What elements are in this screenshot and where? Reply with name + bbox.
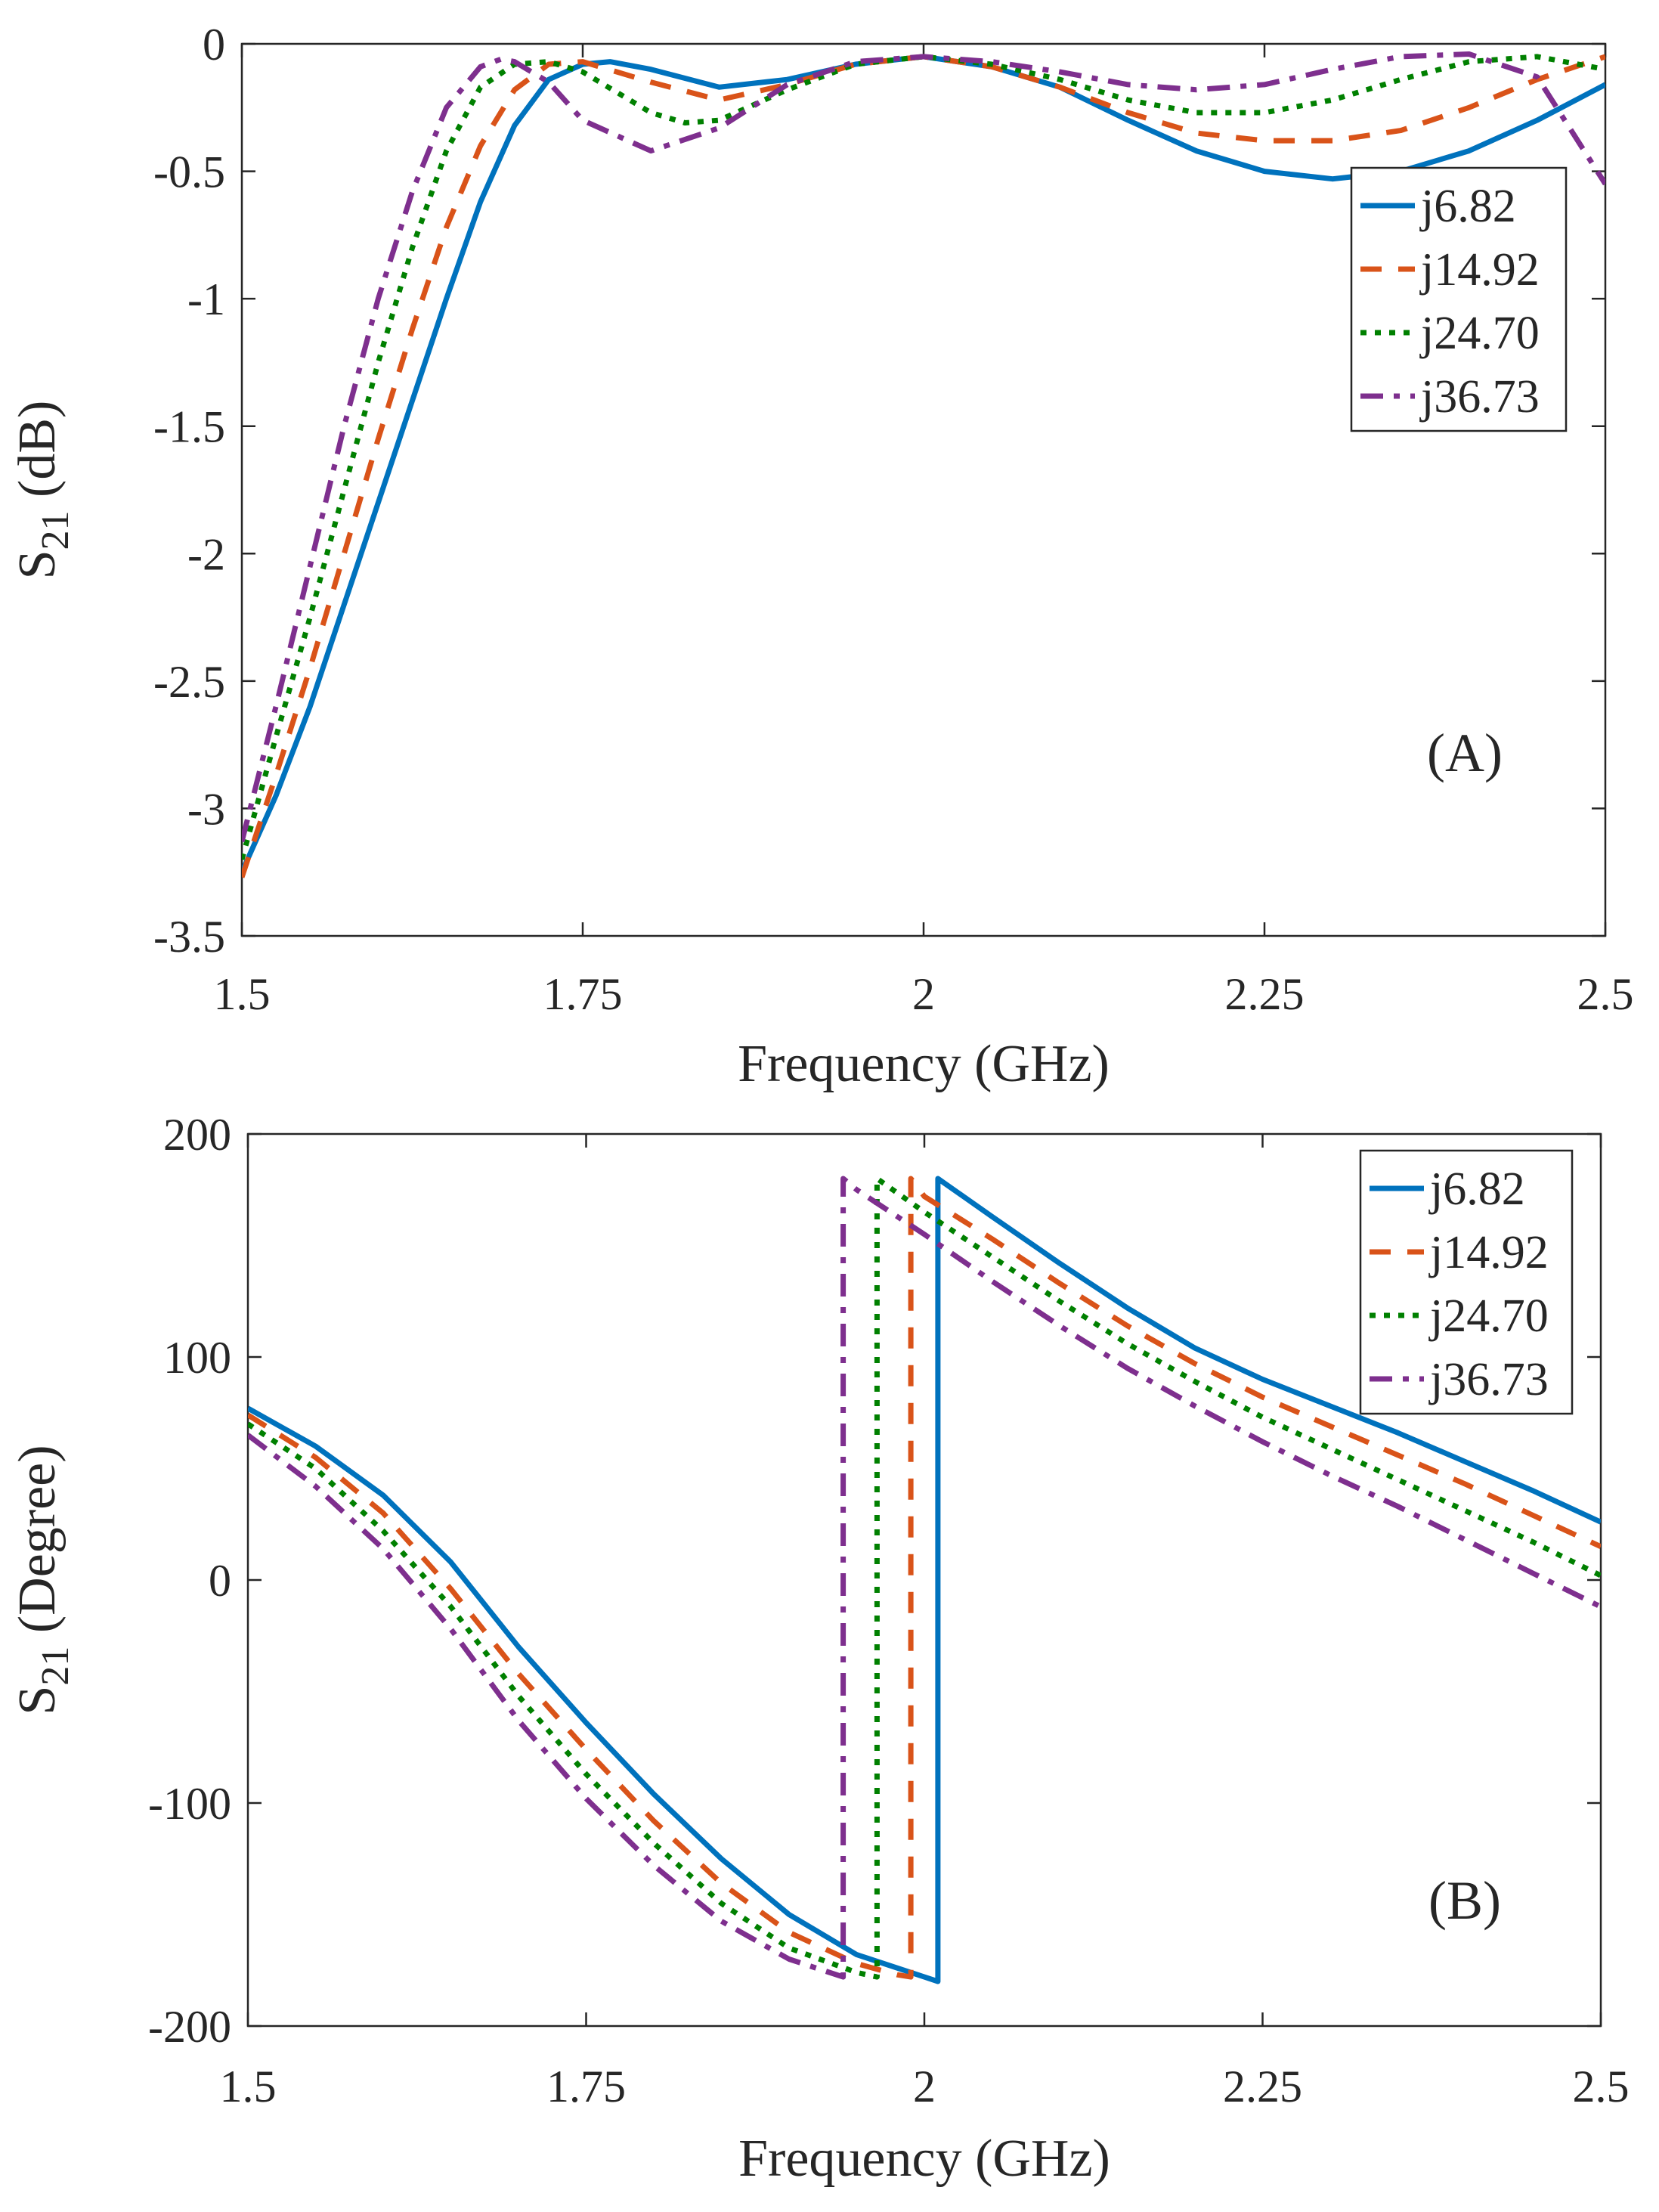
x-tick-label: 2.5 bbox=[1573, 2062, 1630, 2111]
x-tick-label: 2 bbox=[913, 2062, 936, 2111]
legend-entry-label: j14.92 bbox=[1419, 244, 1540, 296]
legend-entry-label: j36.73 bbox=[1419, 371, 1540, 423]
x-axis-label: Frequency (GHz) bbox=[738, 1035, 1110, 1093]
y-tick-label: -2 bbox=[187, 529, 225, 579]
y-tick-label: -200 bbox=[148, 2002, 231, 2052]
series-line-j36.73 bbox=[248, 1176, 1601, 1980]
series-line-j6.82 bbox=[248, 1176, 1601, 1984]
y-tick-label: -1.5 bbox=[153, 402, 225, 452]
series-line-j24.70 bbox=[248, 1176, 1601, 1980]
x-tick-label: 2.25 bbox=[1225, 969, 1305, 1019]
series-line-j14.92 bbox=[242, 54, 1605, 878]
y-tick-label: 0 bbox=[203, 20, 225, 70]
y-tick-label: -0.5 bbox=[153, 147, 225, 197]
x-tick-label: 1.75 bbox=[546, 2062, 626, 2111]
panel-label: (B) bbox=[1428, 1870, 1501, 1931]
legend-box bbox=[1350, 166, 1568, 432]
legend-entry-label: j6.82 bbox=[1419, 181, 1516, 232]
series-line-j14.92 bbox=[248, 1176, 1601, 1980]
y-axis-label: S21 (Degree) bbox=[8, 1445, 77, 1715]
y-tick-label: 200 bbox=[163, 1110, 231, 1160]
y-axis-label: S21 (dB) bbox=[8, 401, 77, 580]
x-tick-label: 2.25 bbox=[1223, 2062, 1302, 2111]
series-line-j6.82 bbox=[242, 54, 1605, 874]
x-axis-label: Frequency (GHz) bbox=[738, 2130, 1110, 2188]
legend-entry-label: j36.73 bbox=[1428, 1354, 1549, 1405]
y-tick-label: 0 bbox=[209, 1556, 231, 1606]
x-tick-label: 2 bbox=[912, 969, 935, 1019]
legend-entry-label: j14.92 bbox=[1428, 1227, 1549, 1278]
series-line-j36.73 bbox=[242, 51, 1605, 843]
legend-box bbox=[1359, 1149, 1574, 1415]
x-tick-label: 1.5 bbox=[220, 2062, 277, 2111]
y-tick-label: -100 bbox=[148, 1779, 231, 1829]
x-tick-label: 2.5 bbox=[1577, 969, 1634, 1019]
panel-label: (A) bbox=[1427, 723, 1503, 783]
x-tick-label: 1.5 bbox=[214, 969, 271, 1019]
y-tick-label: 100 bbox=[163, 1333, 231, 1383]
y-tick-label: -2.5 bbox=[153, 657, 225, 707]
x-tick-label: 1.75 bbox=[543, 969, 623, 1019]
chart-a: 1.5 1.75 2 2.25 2.5 -3.5 -3 -2.5 -2 -1.5 -1 -0.5 0 Fr… bbox=[8, 20, 1634, 1093]
legend-entry-label: j24.70 bbox=[1419, 308, 1540, 359]
y-tick-label: -3 bbox=[187, 784, 225, 834]
chart-b: 1.5 1.75 2 2.25 2.5 -200 -100 0 100 200 Frequency … bbox=[8, 1110, 1630, 2188]
legend-entry-label: j24.70 bbox=[1428, 1290, 1549, 1342]
y-tick-label: -3.5 bbox=[153, 912, 225, 962]
legend-entry-label: j6.82 bbox=[1428, 1163, 1525, 1215]
y-tick-label: -1 bbox=[187, 274, 225, 324]
